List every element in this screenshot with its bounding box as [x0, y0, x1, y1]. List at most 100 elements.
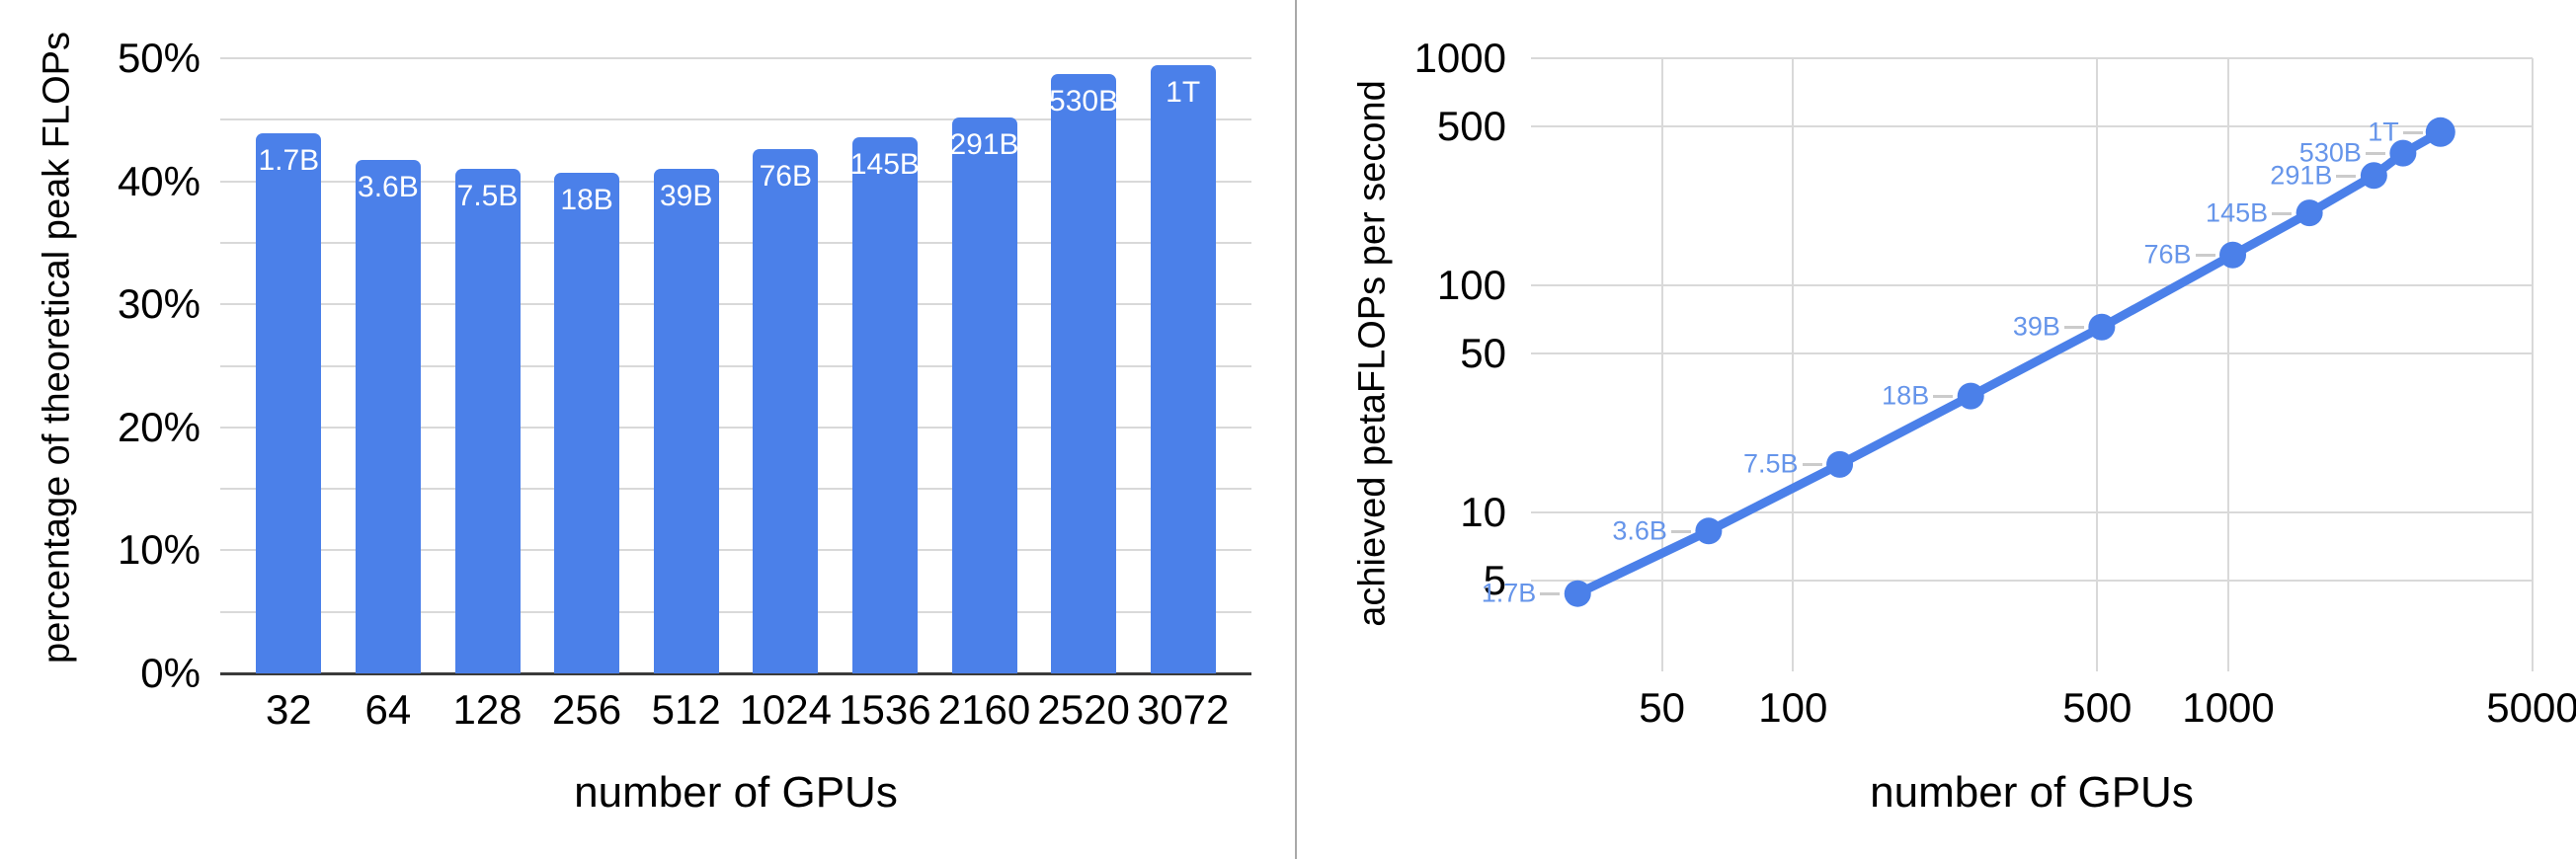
bar-value-label: 291B: [949, 127, 1019, 161]
y-tick-label: 50%: [117, 35, 201, 81]
data-point-76B: [2219, 241, 2247, 269]
data-point-145B: [2295, 199, 2323, 227]
bar-530B: [1051, 74, 1117, 673]
x-tick-label: 128: [452, 686, 523, 733]
gridline-h: [1531, 125, 2533, 128]
x-tick-label: 32: [265, 686, 312, 733]
y-tick-label: 1000: [1413, 35, 1506, 81]
gridline-h: [1531, 352, 2533, 355]
y-tick-label: 5: [1483, 557, 1506, 604]
gridline-h: [220, 180, 1251, 183]
gridline-h: [220, 426, 1251, 429]
bar-value-label: 76B: [759, 160, 812, 194]
gridline-v: [2226, 58, 2229, 671]
point-label: 76B: [2143, 239, 2192, 270]
x-tick-label: 1000: [2182, 684, 2275, 731]
x-tick-label: 50: [1639, 684, 1685, 731]
point-label-leader-line: [2195, 254, 2215, 258]
bar-value-label: 7.5B: [456, 180, 519, 213]
point-label-leader-line: [1670, 529, 1691, 533]
left-x-axis-title: number of GPUs: [574, 768, 898, 817]
data-point-291B: [2360, 162, 2387, 190]
panel-divider: [1295, 0, 1297, 859]
bar-value-label: 1.7B: [258, 144, 320, 177]
bar-39B: [653, 169, 719, 673]
bar-value-label: 39B: [659, 180, 713, 213]
bar-value-label: 145B: [849, 147, 920, 181]
point-label: 39B: [2012, 311, 2060, 342]
point-label-leader-line: [1540, 592, 1561, 596]
bar-7.5B: [454, 169, 521, 673]
gridline-v: [1792, 58, 1795, 671]
line-series-svg: [1564, 117, 2455, 607]
gridline-h: [1531, 284, 2533, 287]
point-label: 3.6B: [1612, 515, 1667, 546]
bar-76B: [753, 149, 819, 673]
point-label-leader-line: [2365, 152, 2385, 156]
right-x-axis-title: number of GPUs: [1870, 768, 2194, 817]
x-tick-label: 1536: [839, 686, 931, 733]
gridline-h: [220, 488, 1251, 491]
bar-value-label: 530B: [1049, 85, 1119, 118]
data-point-39B: [2088, 313, 2116, 341]
y-tick-label: 10%: [117, 526, 201, 574]
x-axis-line: [220, 672, 1251, 675]
gridline-h: [1531, 580, 2533, 583]
data-point-1T: [2425, 117, 2455, 147]
point-label-leader-line: [1933, 395, 1954, 399]
gridline-h: [220, 118, 1251, 121]
y-tick-label: 20%: [117, 403, 201, 450]
line-series-path: [1575, 127, 2443, 598]
point-label-leader-line: [2272, 211, 2293, 215]
x-tick-label: 3072: [1136, 686, 1230, 733]
y-tick-label: 50: [1460, 330, 1506, 377]
y-tick-label: 10: [1460, 489, 1506, 536]
x-tick-label: 100: [1758, 684, 1828, 731]
gridline-h: [220, 549, 1251, 552]
point-label: 530B: [2298, 137, 2362, 168]
point-label: 291B: [2270, 160, 2333, 191]
x-tick-label: 256: [552, 686, 622, 733]
bar-value-label: 3.6B: [358, 171, 419, 204]
point-label: 1.7B: [1481, 578, 1537, 608]
point-label: 145B: [2206, 197, 2269, 228]
gridline-h: [220, 241, 1251, 244]
bar-1T: [1150, 65, 1216, 673]
x-tick-label: 64: [364, 686, 412, 733]
bar-145B: [851, 136, 918, 673]
data-point-530B: [2389, 139, 2417, 167]
bar-value-label: 1T: [1166, 76, 1201, 110]
x-tick-label: 512: [651, 686, 721, 733]
data-point-18B: [1957, 382, 1984, 410]
bar-value-label: 18B: [560, 183, 613, 216]
gridline-v: [2096, 58, 2099, 671]
data-point-7.5B: [1826, 450, 1854, 478]
x-tick-label: 2160: [937, 686, 1031, 733]
point-label-leader-line: [2402, 130, 2423, 134]
x-tick-label: 1024: [739, 686, 833, 733]
x-tick-label: 500: [2062, 684, 2133, 731]
y-tick-label: 0%: [140, 650, 201, 696]
y-tick-label: 500: [1436, 103, 1506, 150]
point-label-leader-line: [2063, 326, 2084, 330]
y-tick-label: 40%: [117, 157, 201, 204]
gridline-h: [220, 57, 1251, 59]
gridline-h: [1531, 57, 2533, 59]
gridline-h: [220, 303, 1251, 306]
gridline-h: [220, 364, 1251, 367]
y-tick-label: 100: [1436, 262, 1506, 309]
bar-18B: [554, 172, 620, 673]
point-label-leader-line: [1802, 463, 1822, 467]
bar-3.6B: [355, 160, 421, 673]
point-label-leader-line: [2336, 174, 2357, 178]
x-tick-label: 2520: [1037, 686, 1130, 733]
data-point-1.7B: [1564, 580, 1591, 607]
gridline-h: [220, 610, 1251, 613]
gridline-v: [1660, 58, 1663, 671]
gridline-v: [2532, 58, 2534, 671]
x-tick-label: 5000: [2486, 684, 2576, 731]
data-point-3.6B: [1695, 517, 1723, 545]
point-label: 7.5B: [1743, 448, 1799, 479]
point-label: 1T: [2368, 117, 2399, 147]
